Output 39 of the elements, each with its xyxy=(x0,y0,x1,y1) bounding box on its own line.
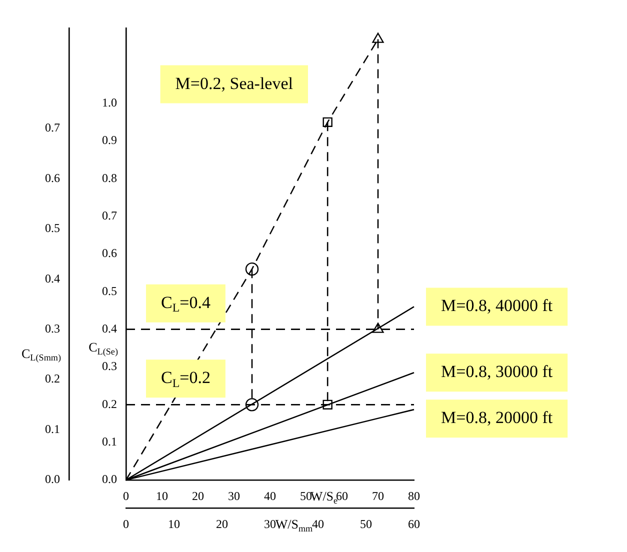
series-label: M=0.8, 30000 ft xyxy=(441,362,553,382)
x-tick-label: 60 xyxy=(336,489,348,504)
y2-tick-label: 0.0 xyxy=(45,472,60,486)
x-tick-label: 40 xyxy=(264,489,276,504)
x-tick-label: 70 xyxy=(372,489,384,504)
x2-tick-label: 10 xyxy=(168,517,180,532)
y-tick-label: 0.1 xyxy=(102,434,117,448)
x-tick-label: 50 xyxy=(300,489,312,504)
y-tick-label: 1.0 xyxy=(102,95,117,110)
x2-tick-label: 50 xyxy=(360,517,372,532)
y-tick-label: 0.0 xyxy=(102,472,117,486)
y2-tick-label: 0.3 xyxy=(45,321,60,336)
y-tick-label: 0.4 xyxy=(102,321,117,336)
x2-tick-label: 60 xyxy=(408,517,420,532)
y-tick-label: 0.2 xyxy=(102,396,117,411)
y-tick-label: 0.3 xyxy=(102,359,117,374)
series-label: M=0.8, 40000 ft xyxy=(441,296,553,316)
y2-tick-label: 0.2 xyxy=(45,372,60,386)
y2-tick-label: 0.6 xyxy=(45,170,60,185)
y2-tick-label: 0.1 xyxy=(45,422,60,436)
y-tick-label: 0.6 xyxy=(102,246,117,260)
x2-tick-label: 0 xyxy=(123,517,129,532)
x2-tick-label: 40 xyxy=(312,517,324,532)
y-tick-label: 0.9 xyxy=(102,133,117,148)
x2-tick-label: 20 xyxy=(216,517,228,532)
y2-tick-label: 0.7 xyxy=(45,120,60,135)
text: M=0.2, Sea-level xyxy=(175,74,294,93)
y-tick-label: 0.7 xyxy=(102,208,117,222)
x-tick-label: 10 xyxy=(156,489,168,504)
x-tick-label: 20 xyxy=(192,489,204,504)
y-tick-label: 0.8 xyxy=(102,170,117,185)
y2-tick-label: 0.4 xyxy=(45,271,60,286)
x-tick-label: 0 xyxy=(123,489,129,504)
series-label: M=0.8, 20000 ft xyxy=(441,408,553,428)
x-tick-label: 30 xyxy=(228,489,240,504)
x2-tick-label: 30 xyxy=(264,517,276,532)
y2-tick-label: 0.5 xyxy=(45,221,60,236)
y-tick-label: 0.5 xyxy=(102,284,117,298)
x-tick-label: 80 xyxy=(408,489,420,504)
